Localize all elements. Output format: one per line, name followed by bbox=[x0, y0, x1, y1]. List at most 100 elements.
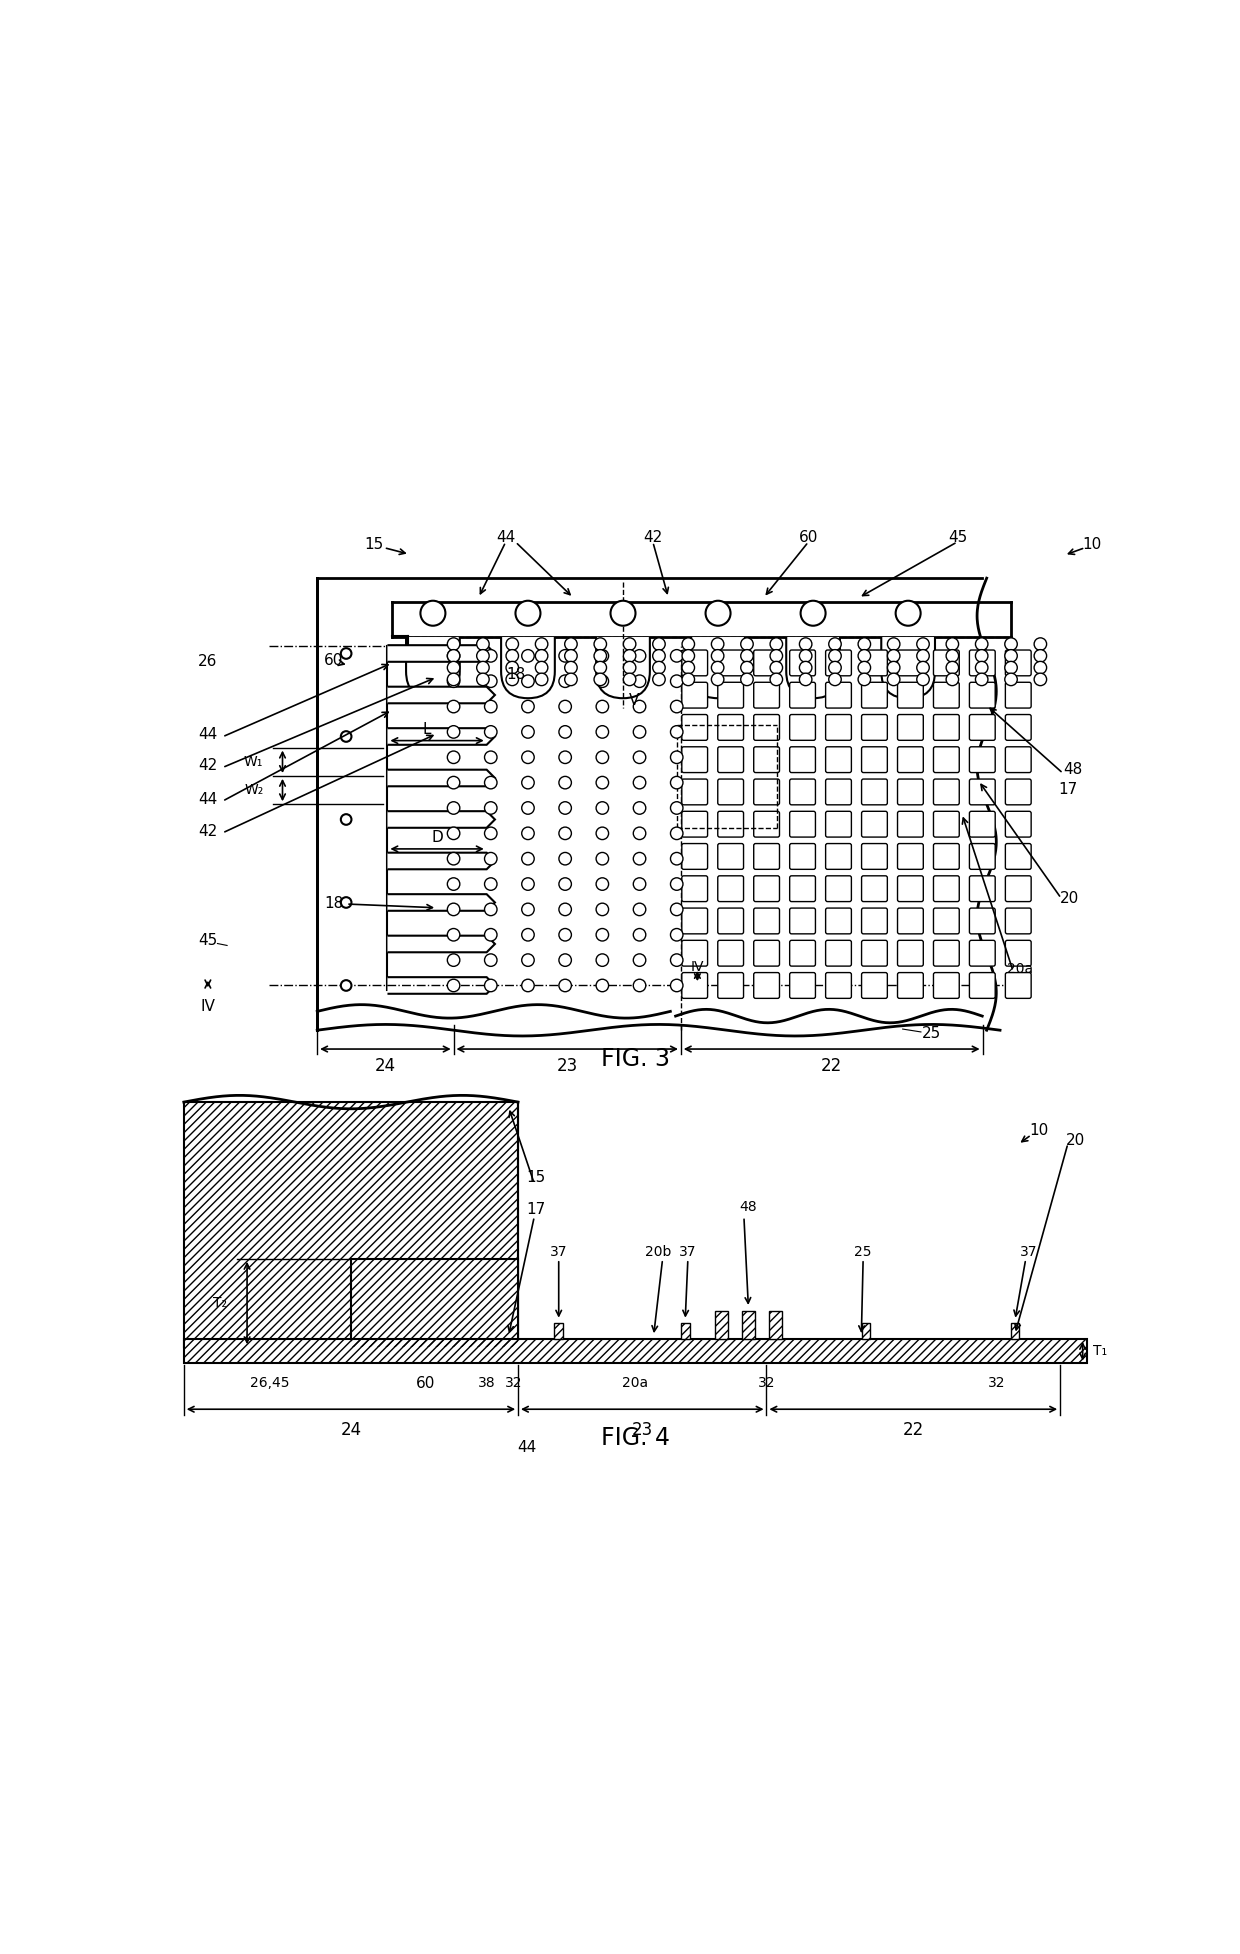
FancyBboxPatch shape bbox=[682, 844, 708, 870]
Circle shape bbox=[634, 827, 646, 840]
Circle shape bbox=[895, 600, 920, 625]
Circle shape bbox=[624, 637, 636, 651]
FancyBboxPatch shape bbox=[790, 746, 816, 772]
Circle shape bbox=[740, 672, 753, 686]
Circle shape bbox=[671, 776, 683, 789]
Circle shape bbox=[858, 660, 870, 674]
Text: 60: 60 bbox=[324, 653, 343, 668]
Circle shape bbox=[740, 660, 753, 674]
Circle shape bbox=[596, 903, 609, 916]
Circle shape bbox=[946, 649, 959, 662]
FancyBboxPatch shape bbox=[898, 651, 924, 676]
Circle shape bbox=[476, 672, 489, 686]
FancyBboxPatch shape bbox=[718, 973, 744, 998]
Circle shape bbox=[740, 649, 753, 662]
FancyBboxPatch shape bbox=[682, 746, 708, 772]
FancyBboxPatch shape bbox=[682, 715, 708, 741]
Text: 42: 42 bbox=[198, 758, 217, 774]
Text: 20: 20 bbox=[1060, 891, 1080, 907]
Circle shape bbox=[341, 731, 351, 743]
FancyBboxPatch shape bbox=[682, 811, 708, 836]
FancyBboxPatch shape bbox=[934, 940, 960, 965]
Text: 32: 32 bbox=[758, 1376, 775, 1389]
Circle shape bbox=[596, 725, 609, 739]
FancyBboxPatch shape bbox=[1006, 973, 1032, 998]
Circle shape bbox=[1004, 660, 1017, 674]
Bar bbox=[681, 1323, 689, 1338]
FancyBboxPatch shape bbox=[826, 715, 852, 741]
FancyBboxPatch shape bbox=[970, 746, 996, 772]
Circle shape bbox=[522, 725, 534, 739]
FancyBboxPatch shape bbox=[934, 875, 960, 901]
Circle shape bbox=[559, 700, 572, 713]
FancyBboxPatch shape bbox=[1006, 940, 1032, 965]
FancyBboxPatch shape bbox=[790, 875, 816, 901]
Circle shape bbox=[594, 660, 606, 674]
FancyBboxPatch shape bbox=[970, 715, 996, 741]
Circle shape bbox=[536, 660, 548, 674]
Bar bbox=[742, 1311, 755, 1338]
Bar bbox=[1011, 1323, 1019, 1338]
Text: 32: 32 bbox=[505, 1376, 522, 1389]
PathPatch shape bbox=[882, 637, 935, 698]
Text: 10: 10 bbox=[1029, 1124, 1049, 1139]
FancyBboxPatch shape bbox=[934, 746, 960, 772]
Circle shape bbox=[712, 672, 724, 686]
FancyBboxPatch shape bbox=[898, 973, 924, 998]
FancyBboxPatch shape bbox=[826, 682, 852, 707]
Circle shape bbox=[828, 649, 841, 662]
Circle shape bbox=[448, 801, 460, 815]
Circle shape bbox=[564, 637, 577, 651]
FancyBboxPatch shape bbox=[934, 682, 960, 707]
Circle shape bbox=[596, 954, 609, 967]
Text: 22: 22 bbox=[903, 1421, 924, 1440]
Circle shape bbox=[522, 827, 534, 840]
Circle shape bbox=[485, 852, 497, 866]
Circle shape bbox=[594, 649, 606, 662]
FancyBboxPatch shape bbox=[1006, 875, 1032, 901]
Circle shape bbox=[564, 660, 577, 674]
Circle shape bbox=[634, 700, 646, 713]
Circle shape bbox=[559, 674, 572, 688]
FancyBboxPatch shape bbox=[682, 780, 708, 805]
Text: 26: 26 bbox=[198, 655, 217, 670]
Circle shape bbox=[522, 674, 534, 688]
Text: W₁: W₁ bbox=[244, 754, 263, 768]
Text: 60: 60 bbox=[417, 1376, 435, 1391]
Text: D: D bbox=[432, 830, 443, 844]
Circle shape bbox=[559, 649, 572, 662]
Text: FIG. 3: FIG. 3 bbox=[601, 1047, 670, 1071]
Circle shape bbox=[476, 660, 489, 674]
Bar bbox=[184, 1338, 1087, 1364]
FancyBboxPatch shape bbox=[1006, 909, 1032, 934]
FancyBboxPatch shape bbox=[754, 940, 780, 965]
Text: 18: 18 bbox=[506, 666, 526, 682]
Circle shape bbox=[634, 725, 646, 739]
Circle shape bbox=[559, 750, 572, 764]
Circle shape bbox=[1034, 672, 1047, 686]
FancyBboxPatch shape bbox=[754, 746, 780, 772]
Circle shape bbox=[448, 725, 460, 739]
Circle shape bbox=[506, 660, 518, 674]
FancyBboxPatch shape bbox=[718, 811, 744, 836]
PathPatch shape bbox=[387, 895, 495, 911]
FancyBboxPatch shape bbox=[754, 780, 780, 805]
FancyBboxPatch shape bbox=[862, 811, 888, 836]
Circle shape bbox=[976, 660, 988, 674]
FancyBboxPatch shape bbox=[862, 875, 888, 901]
Circle shape bbox=[420, 600, 445, 625]
FancyBboxPatch shape bbox=[826, 973, 852, 998]
Text: 45: 45 bbox=[947, 530, 967, 545]
Circle shape bbox=[916, 672, 929, 686]
PathPatch shape bbox=[691, 637, 745, 698]
Circle shape bbox=[671, 674, 683, 688]
Circle shape bbox=[671, 750, 683, 764]
Circle shape bbox=[1034, 637, 1047, 651]
Text: 17: 17 bbox=[527, 1202, 546, 1217]
Text: 20: 20 bbox=[1066, 1133, 1085, 1149]
FancyBboxPatch shape bbox=[826, 811, 852, 836]
Circle shape bbox=[671, 827, 683, 840]
Circle shape bbox=[485, 954, 497, 967]
FancyBboxPatch shape bbox=[898, 811, 924, 836]
FancyBboxPatch shape bbox=[790, 651, 816, 676]
